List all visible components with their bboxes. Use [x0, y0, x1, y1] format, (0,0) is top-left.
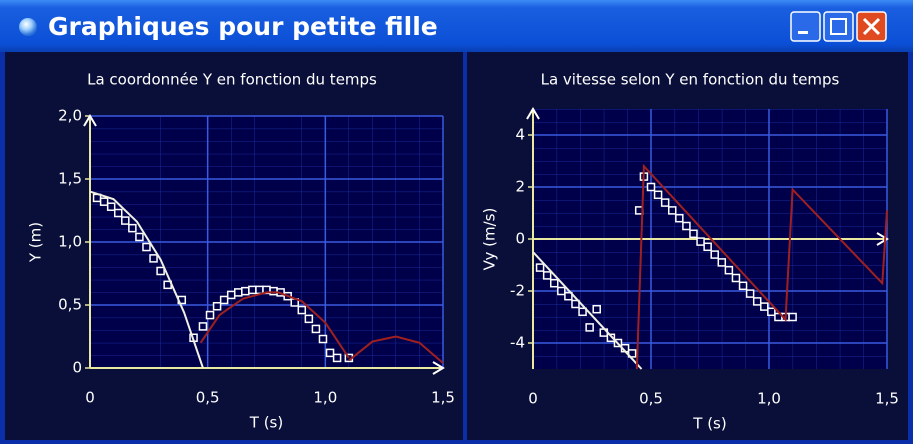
- data-point: [731, 273, 741, 283]
- data-point: [106, 202, 116, 211]
- title-bar: [0, 0, 913, 52]
- y-axis-arrow: [83, 114, 97, 127]
- y-tick-label: 2: [515, 178, 525, 196]
- y-axis-label: Y (m): [27, 222, 45, 263]
- data-point: [696, 237, 705, 246]
- data-point: [219, 295, 229, 305]
- y-tick-label: 1,0: [58, 233, 82, 251]
- data-point: [667, 206, 677, 215]
- data-point: [99, 197, 109, 206]
- data-point: [149, 254, 158, 263]
- data-point: [156, 266, 165, 276]
- data-point: [724, 265, 734, 275]
- chart-title: La coordonnée Y en fonction du temps: [87, 71, 377, 89]
- data-point: [234, 288, 243, 297]
- data-point: [318, 334, 328, 344]
- data-point: [542, 271, 552, 280]
- data-point: [606, 333, 616, 343]
- data-point: [682, 221, 691, 231]
- data-point: [325, 348, 335, 358]
- y-tick-label: -2: [510, 282, 525, 300]
- data-point: [535, 263, 545, 272]
- data-point: [128, 223, 137, 233]
- x-tick-label: 0,5: [639, 390, 663, 408]
- data-point: [241, 286, 250, 296]
- data-point: [205, 310, 215, 320]
- x-tick-label: 1,0: [313, 389, 337, 407]
- data-point: [653, 190, 663, 200]
- data-point: [717, 258, 727, 267]
- chart-title: La vitesse selon Y en fonction du temps: [541, 71, 840, 89]
- data-point: [255, 285, 264, 295]
- y-tick-label: 4: [515, 126, 525, 144]
- window-title: Graphiques pour petite fille: [48, 12, 438, 41]
- y-tick-label: 0,5: [58, 296, 82, 314]
- data-point: [703, 242, 712, 252]
- data-point: [585, 323, 594, 332]
- x-tick-label: 0,5: [196, 389, 220, 407]
- data-point: [226, 290, 236, 300]
- data-point: [564, 291, 573, 301]
- y-axis-arrow: [526, 107, 540, 120]
- curve: [89, 190, 204, 369]
- x-tick-label: 0: [85, 389, 95, 407]
- data-point: [212, 302, 222, 311]
- y-axis-label: Vy (m/s): [481, 208, 499, 271]
- y-tick-label: 1,5: [58, 170, 82, 188]
- data-point: [578, 307, 587, 317]
- maximize-button[interactable]: [823, 11, 854, 42]
- data-point: [710, 250, 719, 259]
- data-point: [660, 198, 670, 207]
- data-point: [627, 349, 637, 358]
- data-point: [788, 312, 797, 322]
- x-axis-label: T (s): [692, 415, 726, 433]
- data-point: [142, 242, 151, 252]
- data-point: [745, 289, 755, 298]
- data-point: [135, 232, 144, 242]
- x-axis-arrow: [876, 232, 889, 246]
- y-tick-label: 2,0: [58, 107, 82, 125]
- window-icon: [19, 18, 37, 36]
- data-point: [304, 314, 314, 324]
- data-point: [549, 278, 559, 288]
- y-tick-label: 0: [515, 230, 525, 248]
- x-tick-label: 1,5: [875, 390, 899, 408]
- data-point: [646, 182, 656, 192]
- curve: [532, 251, 643, 370]
- data-point: [738, 281, 748, 291]
- y-tick-label: -4: [510, 334, 525, 352]
- data-point: [332, 353, 342, 363]
- data-point: [198, 322, 208, 331]
- minimize-button[interactable]: [790, 11, 821, 42]
- x-tick-label: 1,0: [757, 390, 781, 408]
- x-axis-label: T (s): [249, 414, 283, 432]
- curve: [199, 291, 350, 359]
- data-point: [311, 324, 321, 334]
- y-tick-label: 0: [72, 359, 82, 377]
- data-point: [767, 307, 776, 317]
- x-tick-label: 1,5: [431, 389, 455, 407]
- close-button[interactable]: [856, 11, 887, 42]
- data-point: [248, 285, 257, 295]
- curve: [348, 335, 444, 364]
- data-point: [675, 213, 684, 223]
- data-point: [297, 305, 307, 315]
- data-point: [113, 208, 123, 218]
- x-axis-arrow: [432, 361, 445, 375]
- data-point: [269, 286, 278, 296]
- data-point: [752, 297, 762, 306]
- data-point: [557, 286, 566, 296]
- data-point: [592, 304, 601, 314]
- data-point: [760, 302, 769, 311]
- x-tick-label: 0: [528, 390, 538, 408]
- curve: [635, 163, 888, 370]
- data-point: [689, 229, 698, 239]
- data-point: [571, 299, 580, 309]
- data-point: [121, 216, 130, 225]
